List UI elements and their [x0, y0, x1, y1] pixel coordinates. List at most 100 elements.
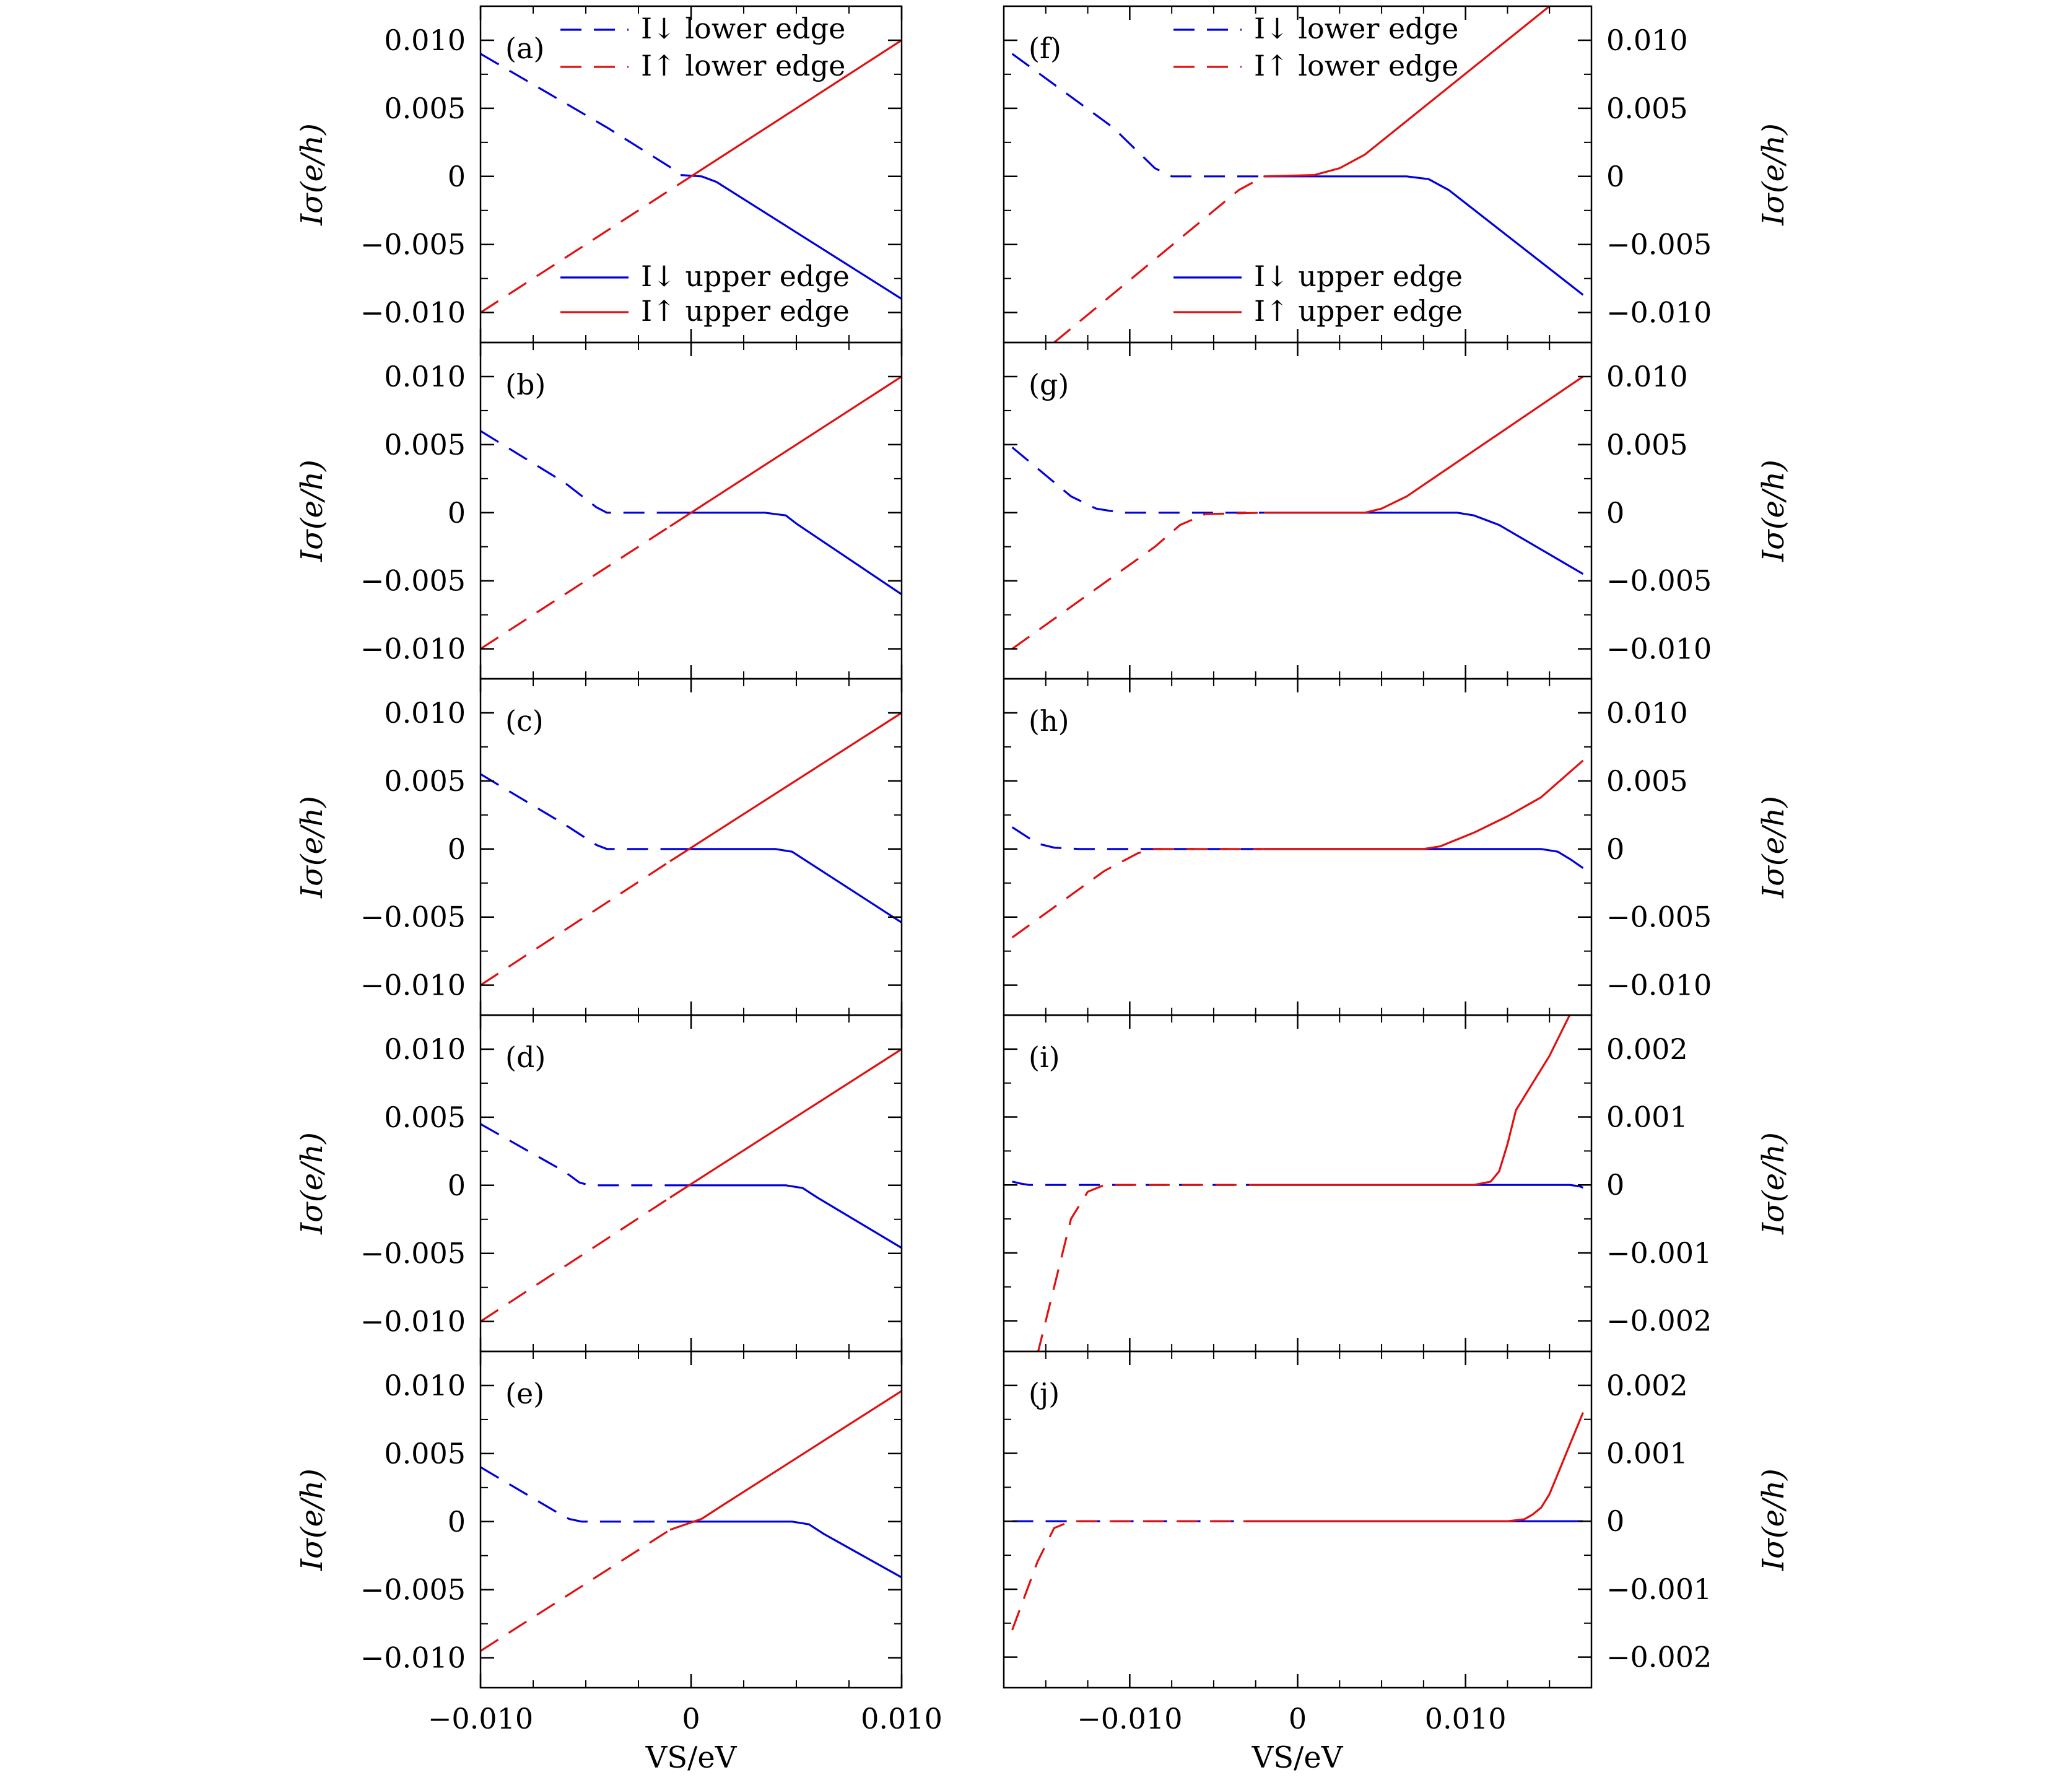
- y-tick-label: −0.005: [1606, 901, 1712, 934]
- series-line-2: [481, 1197, 671, 1322]
- series-line-2: [1011, 848, 1265, 938]
- y-tick-label: −0.001: [1606, 1573, 1712, 1606]
- legend-label: I↑ upper edge: [641, 294, 850, 328]
- y-tick-label: 0: [448, 496, 466, 530]
- y-tick-label: −0.010: [1606, 969, 1712, 1002]
- y-tick-label: −0.002: [1606, 1304, 1712, 1338]
- y-tick-label: −0.005: [1606, 564, 1712, 598]
- x-axis-label-right: VS/eV: [1251, 1740, 1344, 1775]
- series-line-3: [1264, 848, 1584, 869]
- y-tick-label: 0.005: [384, 1101, 466, 1134]
- y-tick-label: −0.010: [1606, 296, 1712, 329]
- panel-i: −0.002 −0.001 0 0.001 0.002 (i) Iσ(e/h): [1003, 1014, 1791, 1353]
- legend-label: I↓ lower edge: [1254, 12, 1458, 45]
- panel-label: (d): [505, 1041, 546, 1074]
- panel-c: −0.010 −0.005 0 0.005 0.010 (c) Iσ(e/h): [295, 678, 903, 1016]
- panel-label: (c): [505, 704, 544, 738]
- series-line-3: [1264, 512, 1584, 575]
- series-line-2: [481, 1529, 671, 1652]
- y-tick-label: 0.002: [1606, 1369, 1688, 1402]
- y-axis-label: Iσ(e/h): [295, 460, 329, 562]
- series-line-1: [1011, 447, 1265, 514]
- panel-label: (i): [1029, 1041, 1060, 1074]
- y-tick-label: −0.010: [360, 296, 466, 329]
- panel-g: −0.010 −0.005 0 0.005 0.010 (g) Iσ(e/h): [1003, 341, 1791, 680]
- x-tick-label: 0.010: [861, 1702, 942, 1735]
- series-line-1: [1011, 826, 1265, 850]
- series-line-2: [481, 182, 681, 313]
- series-line-3: [670, 848, 902, 923]
- y-axis-label: Iσ(e/h): [295, 1132, 329, 1235]
- series-line-4: [669, 1048, 902, 1198]
- y-tick-label: 0: [1606, 1168, 1624, 1202]
- y-axis-label: Iσ(e/h): [1756, 1132, 1791, 1235]
- y-axis-label: Iσ(e/h): [295, 123, 329, 226]
- series-line-3: [670, 512, 902, 596]
- panel-label: (e): [505, 1377, 544, 1410]
- legend-label: I↑ upper edge: [1254, 294, 1463, 328]
- panel-e: −0.010 −0.005 0 0.005 0.010 −0.010 0 0.010 (e) Iσ…: [295, 1350, 942, 1735]
- y-tick-label: 0.001: [1606, 1101, 1688, 1134]
- y-tick-label: −0.010: [1606, 632, 1712, 666]
- y-tick-label: 0.005: [384, 92, 466, 125]
- y-tick-label: −0.005: [360, 228, 466, 261]
- y-tick-label: 0.005: [384, 1437, 466, 1470]
- y-tick-label: −0.002: [1606, 1641, 1712, 1674]
- panel-b: −0.010 −0.005 0 0.005 0.010 (b) Iσ(e/h): [295, 341, 903, 680]
- y-tick-label: 0.005: [384, 764, 466, 798]
- y-axis-label: Iσ(e/h): [1756, 1468, 1791, 1571]
- x-tick-label: 0: [1289, 1702, 1307, 1735]
- series-line-2: [1037, 1184, 1265, 1351]
- series-line-3: [1264, 175, 1584, 296]
- y-tick-label: −0.005: [360, 1573, 466, 1607]
- series-line-2: [1011, 1520, 1265, 1631]
- series-line-1: [481, 430, 670, 514]
- y-tick-label: −0.001: [1606, 1236, 1712, 1270]
- y-tick-label: −0.010: [360, 1641, 466, 1675]
- legend-f: I↓ lower edge I↑ lower edge I↓ upper edgeI…: [1173, 12, 1463, 328]
- y-tick-label: 0: [1606, 1504, 1624, 1538]
- y-tick-label: −0.010: [360, 632, 466, 666]
- series-line-4: [1264, 6, 1551, 178]
- y-tick-label: 0: [448, 160, 466, 193]
- panel-label: (b): [505, 368, 546, 401]
- panel-frame: [1003, 341, 1593, 680]
- panel-frame: [1003, 1014, 1593, 1353]
- x-tick-label: −0.010: [428, 1702, 533, 1735]
- y-tick-label: −0.010: [360, 969, 466, 1002]
- x-tick-label: 0.010: [1425, 1702, 1507, 1735]
- y-tick-label: −0.010: [360, 1305, 466, 1338]
- series-line-4: [1264, 1015, 1571, 1186]
- series-line-4: [1264, 1412, 1584, 1522]
- y-tick-label: 0: [448, 1505, 466, 1538]
- series-line-3: [670, 1184, 902, 1249]
- series-line-3: [670, 1520, 902, 1579]
- series-line-1: [1012, 1180, 1265, 1186]
- series-line-2: [1011, 512, 1265, 650]
- panel-label: (j): [1029, 1377, 1060, 1410]
- y-tick-label: −0.005: [360, 901, 466, 934]
- y-tick-label: 0: [1606, 832, 1624, 866]
- y-tick-label: 0.010: [384, 24, 466, 57]
- panel-label: (g): [1029, 368, 1069, 401]
- y-axis-label: Iσ(e/h): [295, 1468, 329, 1571]
- legend-label: I↑ lower edge: [641, 49, 845, 82]
- series-line-4: [669, 1390, 902, 1531]
- x-tick-label: −0.010: [1077, 1702, 1182, 1735]
- panel-label: (h): [1029, 704, 1069, 738]
- panel-label: (a): [505, 32, 544, 65]
- y-tick-label: 0: [1606, 160, 1624, 193]
- series-line-1: [481, 1123, 670, 1187]
- y-tick-label: 0.002: [1606, 1032, 1688, 1066]
- y-tick-label: 0.010: [384, 360, 466, 393]
- y-axis-label: Iσ(e/h): [1756, 460, 1791, 562]
- series-line-1: [1011, 53, 1265, 178]
- y-tick-label: 0.005: [1606, 764, 1688, 798]
- series-line-2: [1053, 175, 1265, 342]
- panel-label: (f): [1029, 32, 1061, 65]
- series-line-2: [481, 525, 671, 650]
- legend-a: I↓ lower edge I↑ lower edge I↓ upper edgeI…: [560, 12, 850, 328]
- legend-label: I↑ lower edge: [1254, 49, 1458, 82]
- series-line-1: [481, 773, 670, 850]
- y-tick-label: 0.010: [384, 696, 466, 730]
